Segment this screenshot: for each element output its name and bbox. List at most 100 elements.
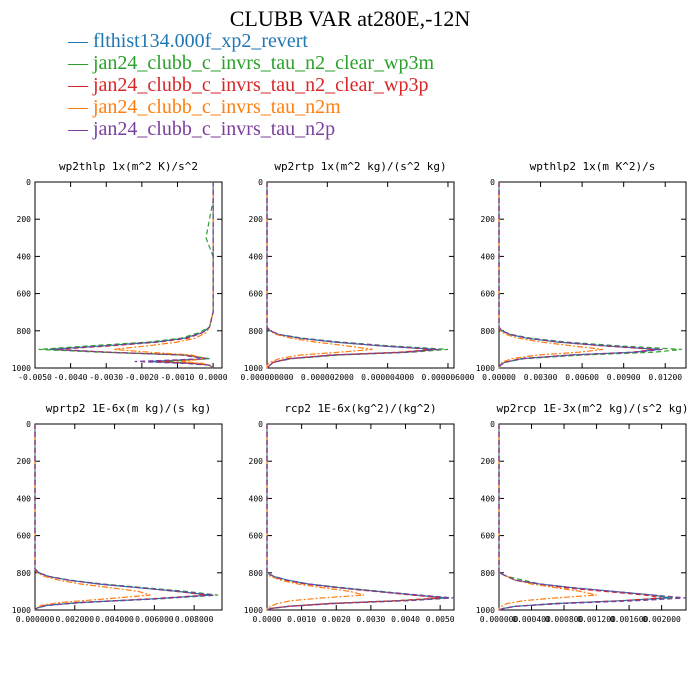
- y-tick-label: 200: [481, 457, 496, 466]
- series-line: [56, 182, 214, 369]
- series-line: [498, 424, 597, 610]
- x-tick-label: 0.00600: [565, 373, 599, 382]
- y-tick-label: 1000: [244, 606, 263, 615]
- y-tick-label: 600: [17, 290, 32, 299]
- x-tick-label: 0.004000: [95, 615, 134, 624]
- legend-entry: — jan24_clubb_c_invrs_tau_n2p: [68, 118, 336, 140]
- plot-frame: [34, 181, 223, 369]
- series-line: [498, 424, 687, 611]
- y-tick-label: 800: [249, 327, 264, 336]
- series-line: [266, 182, 449, 369]
- x-tick-label: 0.002000: [642, 615, 681, 624]
- legend: — flthist134.000f_xp2_revert — jan24_club…: [68, 30, 434, 140]
- series-line: [498, 182, 655, 369]
- x-tick-label: 0.000000000: [241, 373, 294, 382]
- legend-entry: — jan24_clubb_c_invrs_tau_n2_clear_wp3m: [68, 52, 435, 74]
- x-tick-label: 0.000006000: [421, 373, 474, 382]
- x-tick-label: -0.0030: [89, 373, 123, 382]
- series-line: [34, 424, 207, 611]
- y-tick-label: 1000: [476, 606, 495, 615]
- panel-title: wp2rcp 1E-3x(m^2 kg)/(s^2 kg): [496, 402, 688, 415]
- x-tick-label: 0.0000: [253, 615, 282, 624]
- x-tick-label: 0.006000: [135, 615, 174, 624]
- y-tick-label: 200: [481, 215, 496, 224]
- series-line: [266, 424, 455, 611]
- x-tick-label: 0.000004000: [361, 373, 414, 382]
- series-line: [34, 424, 151, 611]
- series-line: [52, 182, 214, 369]
- x-tick-label: 0.0000: [199, 373, 228, 382]
- panel-title: wprtp2 1E-6x(m kg)/(s kg): [46, 402, 212, 415]
- x-tick-label: 0.0040: [391, 615, 420, 624]
- y-tick-label: 600: [481, 532, 496, 541]
- y-tick-label: 1000: [12, 364, 31, 373]
- y-tick-label: 800: [249, 569, 264, 578]
- y-tick-label: 200: [249, 215, 264, 224]
- y-tick-label: 600: [249, 532, 264, 541]
- x-tick-label: -0.0020: [125, 373, 159, 382]
- page-title: CLUBB VAR at280E,-12N: [229, 6, 471, 31]
- series-line: [498, 182, 663, 369]
- y-tick-label: 1000: [12, 606, 31, 615]
- panel-title: wp2rtp 1x(m^2 kg)/(s^2 kg): [274, 160, 446, 173]
- x-tick-label: 0.01200: [648, 373, 682, 382]
- y-tick-label: 200: [17, 457, 32, 466]
- y-tick-label: 400: [17, 494, 32, 503]
- y-tick-label: 0: [490, 178, 495, 187]
- chart-panel: wp2thlp 1x(m^2 K)/s^202004006008001000-0…: [12, 160, 228, 382]
- x-tick-label: 0.0010: [287, 615, 316, 624]
- x-tick-label: 0.000400: [512, 615, 551, 624]
- y-tick-label: 400: [481, 252, 496, 261]
- series-line: [498, 424, 662, 611]
- series-line: [498, 182, 659, 369]
- y-tick-label: 600: [481, 290, 496, 299]
- x-tick-label: 0.0030: [356, 615, 385, 624]
- y-tick-label: 0: [26, 178, 31, 187]
- y-tick-label: 200: [17, 215, 32, 224]
- x-tick-label: 0.000000: [16, 615, 55, 624]
- x-tick-label: 0.00900: [607, 373, 641, 382]
- panel-title: rcp2 1E-6x(kg^2)/(kg^2): [284, 402, 436, 415]
- x-tick-label: 0.000800: [545, 615, 584, 624]
- y-tick-label: 200: [249, 457, 264, 466]
- series-line: [266, 182, 433, 369]
- y-tick-label: 400: [17, 252, 32, 261]
- x-tick-label: 0.002000: [56, 615, 95, 624]
- y-tick-label: 400: [481, 494, 496, 503]
- y-tick-label: 1000: [476, 364, 495, 373]
- y-tick-label: 400: [249, 494, 264, 503]
- y-tick-label: 800: [481, 327, 496, 336]
- series-line: [34, 424, 215, 611]
- series-line: [113, 182, 214, 369]
- legend-entry: — flthist134.000f_xp2_revert: [68, 30, 308, 52]
- series-line: [266, 182, 439, 369]
- x-tick-label: 0.008000: [175, 615, 214, 624]
- y-tick-label: 400: [249, 252, 264, 261]
- legend-entry: — jan24_clubb_c_invrs_tau_n2_clear_wp3p: [68, 74, 429, 96]
- chart-panel: wprtp2 1E-6x(m kg)/(s kg) 0 200 400 600 800 10…: [12, 402, 223, 624]
- series-line: [266, 424, 365, 610]
- x-tick-label: 0.001600: [610, 615, 649, 624]
- x-tick-label: -0.0050: [18, 373, 52, 382]
- x-tick-label: 0.000000: [480, 615, 519, 624]
- y-tick-label: 800: [481, 569, 496, 578]
- plot-frame: [266, 181, 455, 369]
- series-line: [498, 182, 603, 369]
- y-tick-label: 0: [26, 420, 31, 429]
- chart-panel: rcp2 1E-6x(kg^2)/(kg^2) 0 200 400 600 800 1000…: [244, 402, 455, 624]
- series-line: [34, 424, 211, 611]
- y-tick-label: 0: [258, 178, 263, 187]
- series-line: [34, 424, 219, 611]
- chart-panel: wp2rcp 1E-3x(m^2 kg)/(s^2 kg)0 200 400 600 8…: [476, 402, 689, 624]
- x-tick-label: -0.0010: [161, 373, 195, 382]
- x-tick-label: 0.0020: [322, 615, 351, 624]
- x-tick-label: 0.001200: [577, 615, 616, 624]
- chart-panel: wpthlp2 1x(m K^2)/s020040060080010000.00…: [476, 160, 687, 382]
- y-tick-label: 800: [17, 327, 32, 336]
- series-line: [266, 182, 373, 368]
- series-line: [266, 424, 441, 611]
- x-tick-label: 0.00000: [482, 373, 516, 382]
- x-tick-label: -0.0040: [54, 373, 88, 382]
- y-tick-label: 600: [17, 532, 32, 541]
